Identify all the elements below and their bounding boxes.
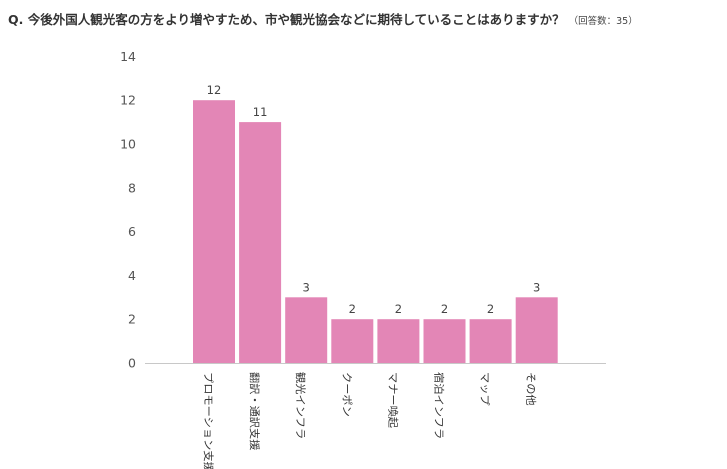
y-tick-label: 14 [120, 49, 136, 64]
category-label: 宿泊インフラ [433, 372, 446, 439]
category-label: 翻訳・通訳支援 [248, 372, 261, 451]
bar [469, 319, 512, 363]
y-tick-label: 6 [128, 224, 136, 239]
respondent-count: （回答数：35） [568, 16, 638, 27]
category-label: プロモーション支援 [202, 372, 215, 469]
y-tick-label: 12 [120, 93, 136, 108]
data-label: 2 [395, 302, 402, 316]
category-label: マップ [479, 372, 491, 406]
category-label: その他 [525, 372, 538, 406]
y-tick-label: 10 [120, 137, 136, 152]
bar [377, 319, 420, 363]
y-tick-label: 0 [128, 356, 136, 371]
y-tick-label: 4 [128, 268, 136, 283]
bar [239, 122, 282, 363]
category-label: マナー喚起 [386, 372, 398, 429]
bar [515, 297, 558, 363]
bar [423, 319, 466, 363]
y-tick-label: 2 [128, 312, 136, 327]
question-title: Q. 今後外国人観光客の方をより増やすため、市や観光協会などに期待していることは… [8, 12, 565, 27]
question-header: Q. 今後外国人観光客の方をより増やすため、市や観光協会などに期待していることは… [8, 9, 638, 28]
bar [285, 297, 328, 363]
data-label: 12 [207, 83, 222, 97]
bar [331, 319, 374, 363]
category-label: クーポン [340, 372, 352, 417]
y-tick-label: 8 [128, 180, 136, 195]
data-label: 3 [303, 280, 310, 294]
bar [193, 100, 235, 363]
data-label: 2 [441, 302, 448, 316]
data-label: 11 [253, 105, 268, 119]
data-label: 2 [487, 302, 494, 316]
data-label: 2 [349, 302, 356, 316]
category-label: 観光インフラ [294, 372, 307, 439]
data-label: 3 [533, 280, 540, 294]
